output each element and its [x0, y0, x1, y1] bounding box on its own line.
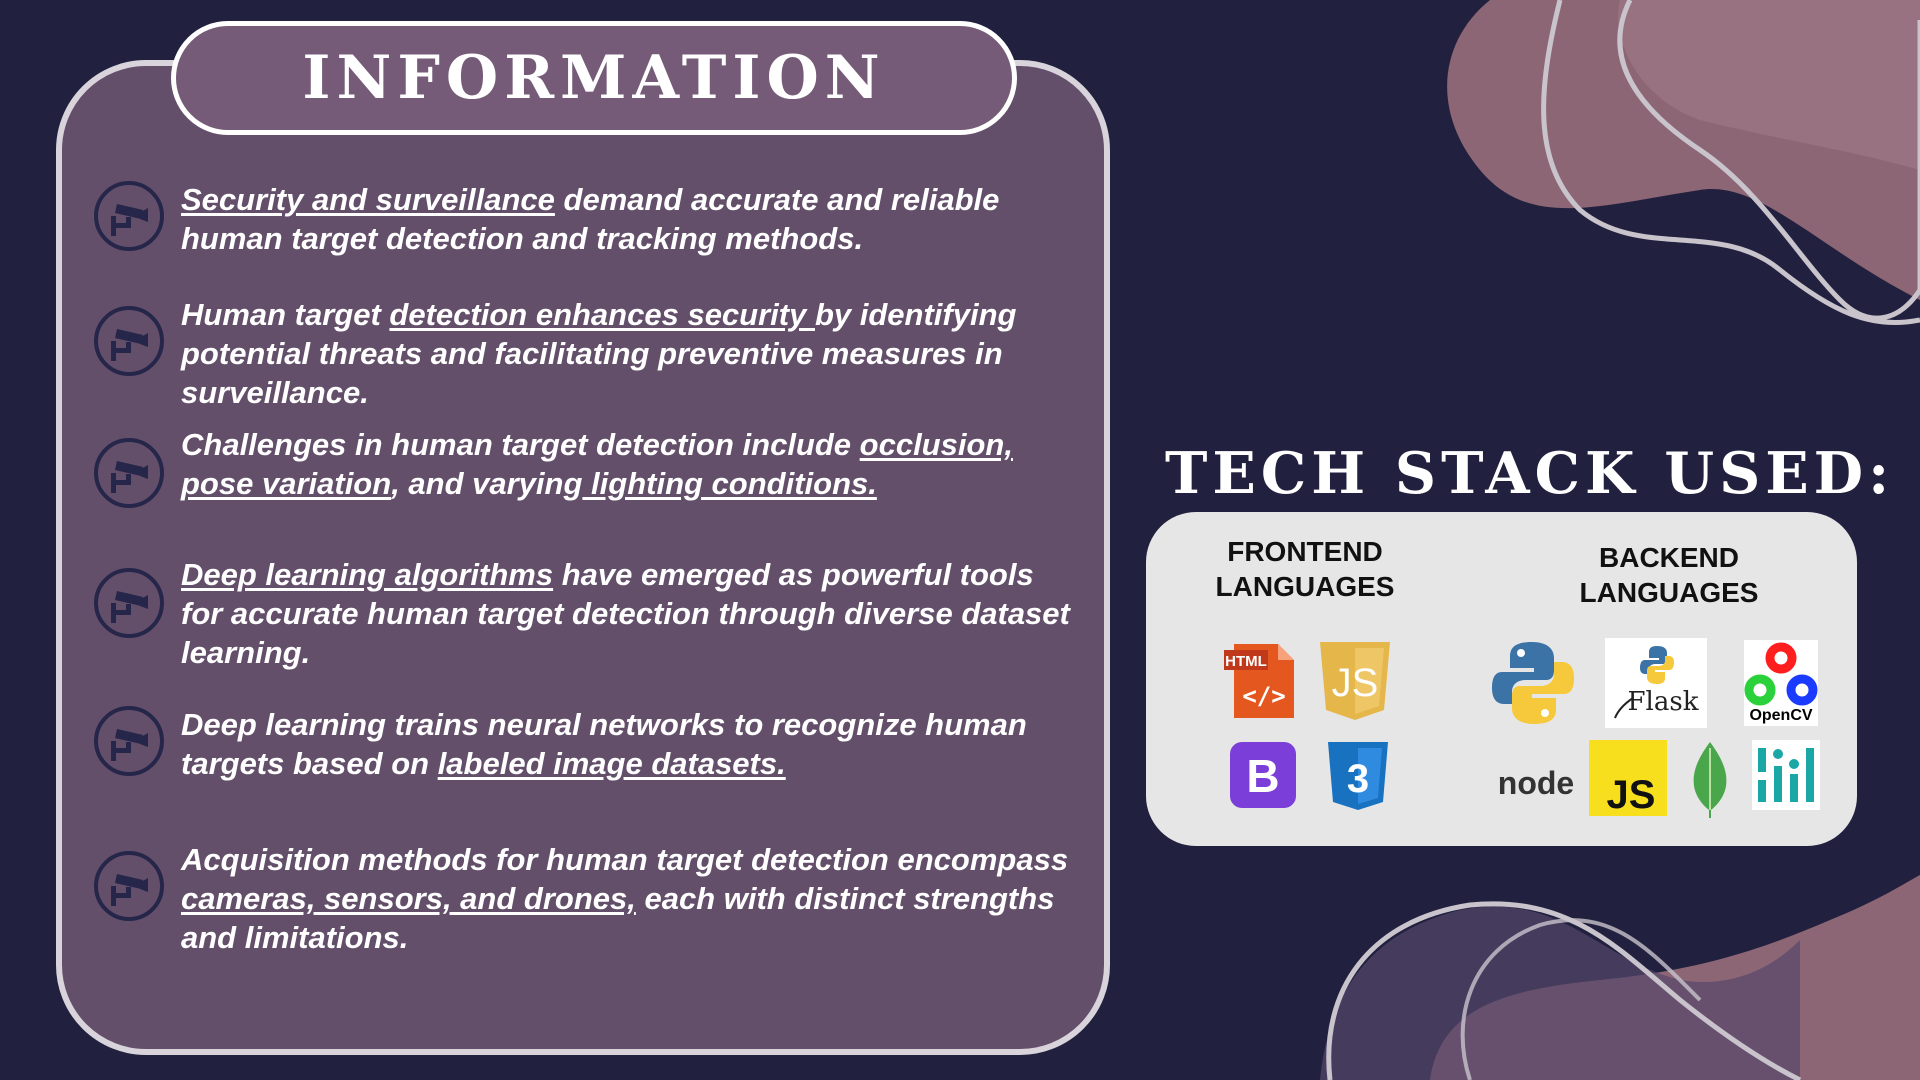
- cctv-camera-icon: [94, 851, 164, 921]
- cctv-camera-icon: [94, 438, 164, 508]
- html5-logo: HTML </>: [1224, 644, 1294, 718]
- highlighted-phrase: Deep learning algorithms: [181, 557, 554, 592]
- text-segment: , and varying: [391, 466, 583, 501]
- mongodb-logo: [1693, 742, 1727, 818]
- information-text: Security and surveillance demand accurat…: [181, 180, 1081, 258]
- nodejs-logo: node: [1498, 765, 1574, 801]
- top-right-outline-2: [1617, 0, 1920, 321]
- javascript-square-logo: JS: [1589, 740, 1667, 816]
- cctv-camera-icon: [94, 181, 164, 251]
- svg-text:node: node: [1498, 765, 1574, 801]
- text-segment: Acquisition methods for human target det…: [181, 842, 1069, 877]
- svg-text:OpenCV: OpenCV: [1749, 707, 1812, 724]
- bootstrap-logo: B: [1230, 742, 1296, 808]
- bottom-right-outline-2: [1460, 918, 1702, 1080]
- information-text: Challenges in human target detection inc…: [181, 425, 1081, 503]
- top-right-outline: [1541, 0, 1920, 326]
- cctv-camera-icon: [94, 568, 164, 638]
- information-card: [56, 60, 1110, 1055]
- bottom-right-outline: [1326, 901, 1802, 1080]
- text-segment: Human target: [181, 297, 390, 332]
- svg-text:HTML: HTML: [1225, 653, 1267, 670]
- information-title: INFORMATION: [302, 43, 886, 113]
- information-text: Acquisition methods for human target det…: [181, 840, 1081, 957]
- python-logo: [1492, 642, 1574, 724]
- javascript-logo: JS: [1320, 642, 1390, 720]
- information-text: Deep learning algorithms have emerged as…: [181, 555, 1081, 672]
- analytics-logo: [1752, 740, 1820, 810]
- tech-stack-card: FRONTEND LANGUAGES BACKEND LANGUAGES HTM…: [1146, 512, 1857, 846]
- highlighted-phrase: lighting conditions.: [582, 466, 877, 501]
- top-right-blob-light: [1618, 0, 1920, 170]
- opencv-logo: OpenCV: [1744, 640, 1818, 726]
- css3-logo: 3: [1328, 742, 1388, 810]
- svg-text:Flask: Flask: [1628, 687, 1699, 717]
- highlighted-phrase: cameras, sensors, and drones,: [181, 881, 636, 916]
- svg-text:B: B: [1246, 750, 1279, 802]
- highlighted-phrase: detection enhances security: [389, 297, 815, 332]
- information-text: Deep learning trains neural networks to …: [181, 705, 1081, 783]
- svg-text:</>: </>: [1242, 682, 1285, 710]
- frontend-title: FRONTEND LANGUAGES: [1215, 536, 1395, 602]
- text-segment: demand accurate and reliable human targe…: [181, 182, 1000, 256]
- highlighted-phrase: labeled image datasets.: [437, 746, 786, 781]
- svg-text:JS: JS: [1607, 773, 1656, 816]
- information-text: Human target detection enhances security…: [181, 295, 1081, 412]
- cctv-camera-icon: [94, 706, 164, 776]
- tech-stack-title: TECH STACK USED:: [1165, 440, 1895, 507]
- bottom-right-blob-dark: [1320, 906, 1800, 1080]
- highlighted-phrase: occlusion, pose variation: [181, 427, 1013, 501]
- text-segment: each with distinct strengths and limitat…: [181, 881, 1055, 955]
- text-segment: have emerged as powerful tools for accur…: [181, 557, 1070, 670]
- information-header: INFORMATION: [171, 21, 1017, 135]
- svg-text:3: 3: [1347, 757, 1369, 801]
- text-segment: Challenges in human target detection inc…: [181, 427, 860, 462]
- svg-text:JS: JS: [1332, 661, 1379, 705]
- backend-title: BACKEND LANGUAGES: [1579, 542, 1759, 608]
- highlighted-phrase: Security and surveillance: [181, 182, 555, 217]
- text-segment: Deep learning trains neural networks to …: [181, 707, 1027, 781]
- text-segment: by identifying potential threats and fac…: [181, 297, 1017, 410]
- cctv-camera-icon: [94, 306, 164, 376]
- flask-logo: Flask: [1605, 638, 1707, 728]
